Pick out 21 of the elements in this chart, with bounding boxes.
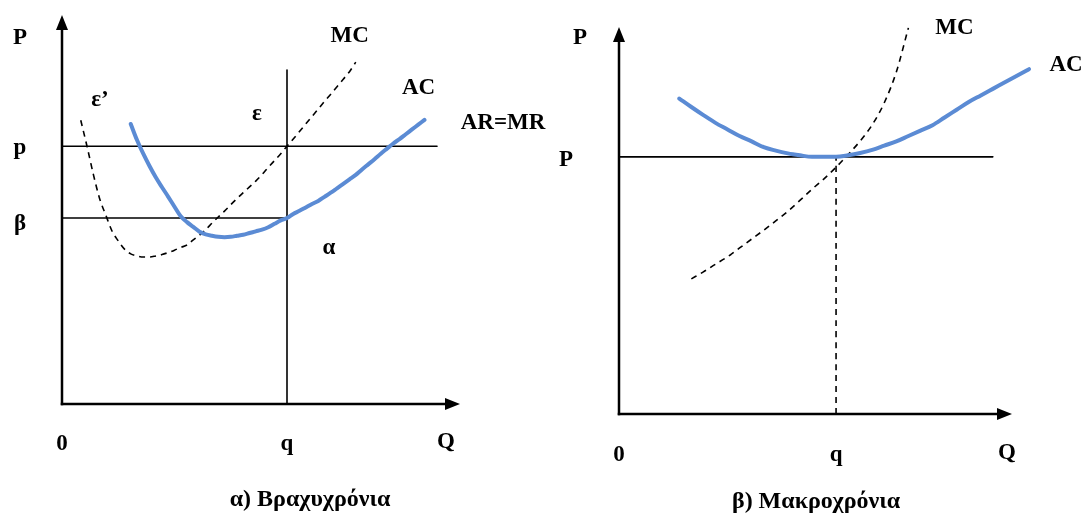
x-tick-label: 0 <box>613 440 625 466</box>
x-axis-title: Q <box>998 438 1016 464</box>
y-axis-title: P <box>572 23 588 49</box>
x-tick-label: q <box>829 440 843 466</box>
x-tick-label: q <box>280 429 294 455</box>
text: α) Βραχυχρόνια <box>229 485 391 512</box>
text: β <box>13 209 27 235</box>
annotation: ε <box>252 100 263 126</box>
x-tick-label: 0 <box>56 429 68 455</box>
series-label: MC <box>935 13 974 39</box>
annotation: α <box>322 233 336 259</box>
annotation: ε’ <box>91 85 109 111</box>
text: p <box>13 133 27 159</box>
series-label: AC <box>401 73 436 99</box>
series-label: AC <box>1049 51 1083 77</box>
text: β) Μακροχρόνια <box>731 487 901 514</box>
y-axis-title: P <box>12 23 28 49</box>
series-label: AR=MR <box>460 109 546 135</box>
x-axis-title: Q <box>437 427 455 453</box>
series-label: MC <box>330 22 369 48</box>
text: P <box>558 145 574 171</box>
